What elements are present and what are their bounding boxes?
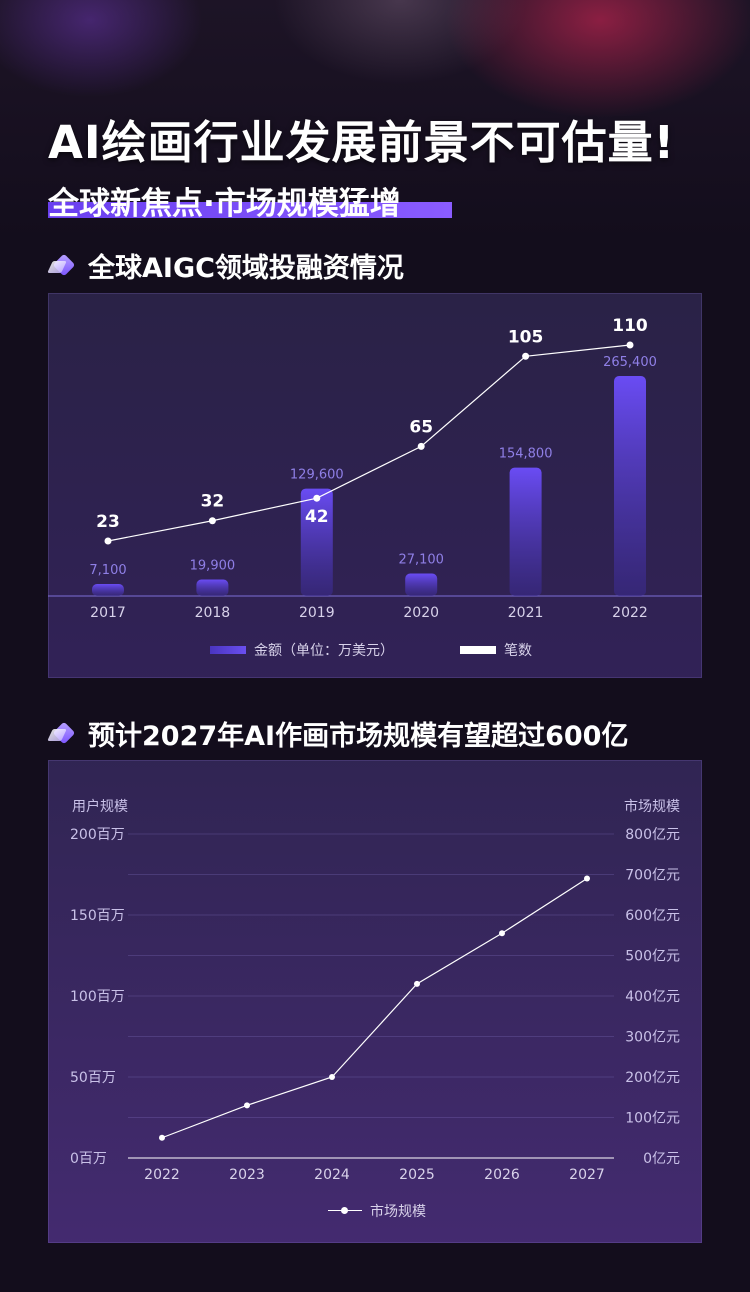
y-left-tick-label: 100百万 [70,989,125,1005]
page-title: AI绘画行业发展前景不可估量! [48,116,676,169]
count-point-2019 [313,494,321,502]
x-tick-label: 2017 [90,605,126,621]
legend-item-market: 市场规模 [328,1201,426,1221]
x-tick-label: 2019 [299,605,335,621]
page-subtitle: 全球新焦点·市场规模猛增 [48,186,401,222]
investment-chart-panel: 7,100 19,900 129,600 27,100 154,800 265,400 20… [48,293,702,678]
investment-chart: 7,100 19,900 129,600 27,100 154,800 265,400 20… [48,316,702,621]
x-tick-label: 2025 [399,1167,435,1183]
market-chart: 0亿元 100亿元 200亿元 300亿元 400亿元 500亿元 600亿元 700亿元 80… [70,827,680,1183]
count-value-label: 42 [305,507,329,527]
x-tick-label: 2020 [403,605,439,621]
hero-background [0,0,750,240]
market-point-2025 [414,980,420,987]
subtitle-block: 全球新焦点·市场规模猛增 [48,178,452,223]
count-value-label: 110 [612,316,648,336]
y-left-tick-label: 150百万 [70,908,125,924]
bar-2019 [300,488,333,596]
diamond-icon [50,721,76,747]
section-title-market: 预计2027年AI作画市场规模有望超过600亿 [88,721,629,752]
section-heading-investment: 全球AIGC领域投融资情况 [50,246,404,285]
x-tick-label: 2027 [569,1167,605,1183]
y-left-tick-label: 200百万 [70,827,125,843]
y-right-tick-label: 500亿元 [625,949,680,965]
bar-value-label: 154,800 [499,447,553,462]
bar-2022 [614,376,646,596]
x-tick-label: 2026 [484,1167,520,1183]
legend-label-market: 市场规模 [370,1204,426,1220]
bar-value-label: 27,100 [398,553,444,568]
bar-2020 [405,573,438,596]
bar-value-label: 19,900 [190,559,236,574]
market-point-2022 [159,1134,165,1141]
x-tick-label: 2024 [314,1167,350,1183]
bar-2017 [92,584,124,596]
y-right-tick-label: 100亿元 [625,1111,680,1127]
legend-item-amount: 金额（单位：万美元） [210,640,394,660]
count-value-label: 23 [96,512,120,532]
count-value-label: 65 [409,417,433,437]
bar-value-label: 265,400 [603,355,657,370]
y-axis-right-title: 市场规模 [624,799,680,815]
y-right-tick-label: 600亿元 [625,908,680,924]
legend-label-amount: 金额（单位：万美元） [254,643,394,659]
count-point-2021 [522,352,530,360]
y-right-tick-label: 700亿元 [625,868,680,884]
legend-swatch-line [328,1206,362,1216]
x-tick-label: 2022 [144,1167,180,1183]
market-point-2026 [499,930,505,937]
bar-value-label: 129,600 [290,468,344,483]
y-left-tick-label: 50百万 [70,1070,116,1086]
market-chart-panel: 0亿元 100亿元 200亿元 300亿元 400亿元 500亿元 600亿元 700亿元 80… [48,760,702,1243]
count-line [107,344,631,542]
subtitle-highlight [48,202,452,218]
y-left-tick-label: 0百万 [70,1151,107,1167]
legend-item-count: 笔数 [460,640,532,660]
count-point-2017 [104,537,112,545]
x-tick-label: 2023 [229,1167,265,1183]
count-point-2022 [626,341,634,349]
x-tick-label: 2021 [508,605,544,621]
y-right-tick-label: 800亿元 [625,827,680,843]
market-point-2023 [244,1102,250,1109]
diamond-icon [50,253,76,279]
y-right-tick-label: 300亿元 [625,1030,680,1046]
count-value-label: 105 [508,327,544,347]
bar-value-label: 7,100 [89,563,126,578]
count-point-2020 [417,442,425,450]
bar-2021 [509,467,542,596]
section-title-investment: 全球AIGC领域投融资情况 [88,253,404,284]
count-value-label: 32 [201,492,225,512]
x-tick-label: 2022 [612,605,648,621]
y-axis-left-title: 用户规模 [72,799,128,815]
count-point-2018 [208,517,216,525]
market-point-2027 [584,875,590,882]
y-right-tick-label: 400亿元 [625,989,680,1005]
section-heading-market: 预计2027年AI作画市场规模有望超过600亿 [50,714,628,753]
legend-swatch-line [460,646,496,654]
y-right-tick-label: 0亿元 [643,1151,680,1167]
bar-2018 [196,579,229,596]
legend-swatch-bar [210,646,246,654]
market-point-2024 [329,1074,335,1080]
legend-label-count: 笔数 [504,643,532,659]
market-line [161,878,588,1139]
x-tick-label: 2018 [195,605,231,621]
y-right-tick-label: 200亿元 [625,1070,680,1086]
